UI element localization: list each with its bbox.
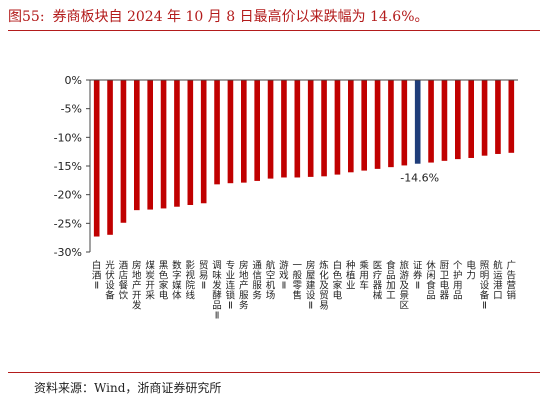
bar-chart: 0% -5% -10% -15% -20% -25% -30% 白酒 Ⅱ光伏设备酒店餐饮房地产开… bbox=[54, 74, 518, 322]
x-tick-label: 照明设备 Ⅱ bbox=[480, 261, 490, 312]
bar bbox=[388, 80, 394, 168]
bar bbox=[401, 80, 408, 166]
source-note: 资料来源：Wind，浙商证券研究所 bbox=[34, 381, 222, 395]
x-tick-label: 游戏 Ⅱ bbox=[279, 260, 289, 292]
bar bbox=[441, 80, 448, 161]
x-tick-label: 煤炭开采 bbox=[145, 260, 155, 302]
bar bbox=[281, 80, 287, 178]
bar bbox=[361, 80, 367, 171]
y-tick-label: -5% bbox=[61, 103, 82, 116]
bar-annotation: -14.6% bbox=[400, 172, 439, 185]
bar bbox=[254, 80, 260, 181]
x-tick-label: 一般零售 bbox=[293, 261, 303, 302]
x-tick-label: 专业连锁 Ⅱ bbox=[226, 260, 236, 312]
figure-label: 图55: bbox=[8, 9, 45, 25]
x-tick-label: 酒店餐饮 bbox=[119, 261, 129, 302]
x-tick-label: 证券 Ⅱ bbox=[413, 261, 423, 292]
figure-title-text: 券商板块自 2024 年 10 月 8 日最高价以来跌幅为 14.6%。 bbox=[52, 9, 429, 25]
x-tick-label: 航空机场 bbox=[266, 260, 276, 302]
figure-title: 图55: 券商板块自 2024 年 10 月 8 日最高价以来跌幅为 14.6%。 bbox=[8, 6, 429, 26]
x-tick-label: 影视院线 bbox=[186, 261, 196, 302]
bar bbox=[93, 80, 100, 237]
bar bbox=[107, 80, 113, 235]
x-tick-label: 个护用品 bbox=[453, 261, 463, 302]
bar bbox=[455, 80, 461, 160]
bar bbox=[481, 80, 488, 156]
y-tick-label: -25% bbox=[54, 217, 82, 230]
bar bbox=[227, 80, 234, 184]
y-tick-label: -15% bbox=[54, 160, 82, 173]
bar bbox=[200, 80, 207, 204]
y-tick-label: -30% bbox=[54, 246, 82, 259]
bar bbox=[214, 80, 220, 185]
y-tick-label: 0% bbox=[65, 74, 82, 87]
bar bbox=[374, 80, 381, 169]
x-tick-label: 房地产开发 bbox=[132, 260, 142, 312]
x-tick-label: 黑色家电 bbox=[159, 261, 169, 302]
x-tick-label: 旅游及景区 bbox=[400, 260, 410, 312]
x-tick-label: 光伏设备 bbox=[105, 260, 115, 302]
x-tick-label: 医疗器械 bbox=[373, 261, 383, 302]
x-tick-label: 数字媒体 bbox=[172, 260, 182, 302]
bar bbox=[160, 80, 167, 209]
x-tick-label: 广告营销 bbox=[507, 260, 517, 302]
bar-highlight bbox=[414, 80, 421, 164]
y-tick-label: -10% bbox=[54, 131, 82, 144]
bar bbox=[241, 80, 247, 183]
bar bbox=[321, 80, 327, 177]
x-tick-label: 厨卫电器 bbox=[440, 261, 450, 302]
bar bbox=[508, 80, 515, 153]
bar bbox=[307, 80, 314, 177]
bar bbox=[267, 80, 274, 179]
bar bbox=[147, 80, 153, 210]
x-tick-label: 休闲食品 bbox=[426, 260, 436, 302]
x-tick-label: 种植业 bbox=[346, 260, 356, 292]
title-divider bbox=[8, 30, 540, 31]
bar bbox=[428, 80, 434, 163]
bar bbox=[174, 80, 180, 207]
bar bbox=[294, 80, 301, 178]
bar bbox=[120, 80, 127, 223]
bar bbox=[334, 80, 341, 175]
x-tick-label: 白酒 Ⅱ bbox=[92, 260, 102, 292]
y-tick-label: -20% bbox=[54, 189, 82, 202]
footer-divider bbox=[8, 372, 540, 373]
bar bbox=[348, 80, 354, 173]
x-tick-label: 房屋建设 Ⅱ bbox=[306, 260, 316, 312]
x-tick-label: 航运港口 bbox=[493, 260, 503, 302]
x-tick-label: 电力 bbox=[466, 260, 476, 282]
x-tick-label: 食品加工 bbox=[386, 260, 396, 302]
bar bbox=[468, 80, 474, 158]
bar bbox=[495, 80, 501, 154]
x-tick-label: 通信服务 bbox=[252, 261, 262, 302]
x-tick-label: 乘用车 bbox=[359, 260, 369, 292]
x-tick-label: 房地产服务 bbox=[239, 260, 249, 312]
bar bbox=[134, 80, 140, 211]
bar bbox=[187, 80, 194, 205]
x-tick-label: 炼化及贸易 bbox=[319, 260, 329, 312]
x-tick-label: 贸易 Ⅱ bbox=[199, 260, 209, 292]
x-tick-label: 白色家电 bbox=[333, 260, 343, 302]
x-tick-label: 调味发酵品 Ⅱ bbox=[212, 261, 222, 322]
